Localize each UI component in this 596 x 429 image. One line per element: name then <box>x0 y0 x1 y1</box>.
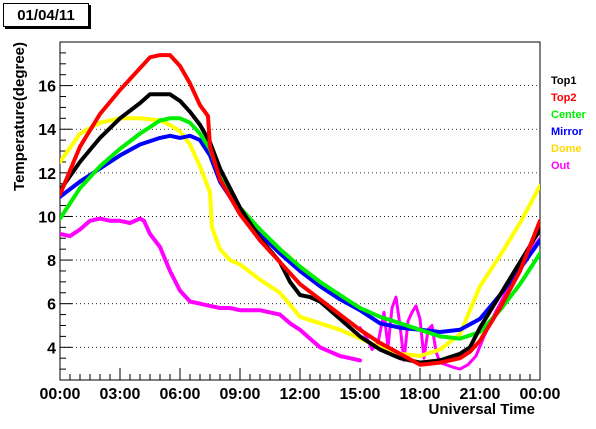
x-tick-label: 06:00 <box>160 386 201 403</box>
y-axis-label: Temperature(degree) <box>11 42 28 191</box>
x-tick-label: 18:00 <box>400 386 441 403</box>
series-line-out <box>60 216 362 363</box>
legend-entry-top1: Top1 <box>551 75 576 87</box>
series-line-top2 <box>60 53 540 367</box>
y-tick-label: 10 <box>38 209 56 226</box>
y-tick-label: 8 <box>47 253 56 270</box>
x-tick-label: 15:00 <box>340 386 381 403</box>
y-tick-label: 14 <box>38 122 56 139</box>
x-tick-label: 03:00 <box>100 386 141 403</box>
x-axis-label: Universal Time <box>429 401 535 418</box>
x-tick-label: 09:00 <box>220 386 261 403</box>
y-tick-label: 6 <box>47 297 56 314</box>
legend-entry-top2: Top2 <box>551 92 576 104</box>
x-tick-label: 00:00 <box>520 386 561 403</box>
x-tick-label: 21:00 <box>460 386 501 403</box>
y-tick-label: 12 <box>38 166 56 183</box>
plot-frame <box>59 41 541 381</box>
legend-entry-dome: Dome <box>551 143 582 155</box>
x-tick-label: 12:00 <box>280 386 321 403</box>
x-tick-label: 00:00 <box>40 386 81 403</box>
y-tick-label: 16 <box>38 79 56 96</box>
legend-entry-center: Center <box>551 109 587 121</box>
series-group <box>60 53 540 371</box>
chart-title: 01/04/11 <box>3 3 89 27</box>
series-line-top1 <box>60 92 540 365</box>
y-tick-label: 4 <box>47 340 56 357</box>
series-line-center <box>60 116 540 341</box>
series-line-mirror <box>60 133 540 334</box>
legend-entry-mirror: Mirror <box>551 126 584 138</box>
legend-entry-out: Out <box>551 160 570 172</box>
